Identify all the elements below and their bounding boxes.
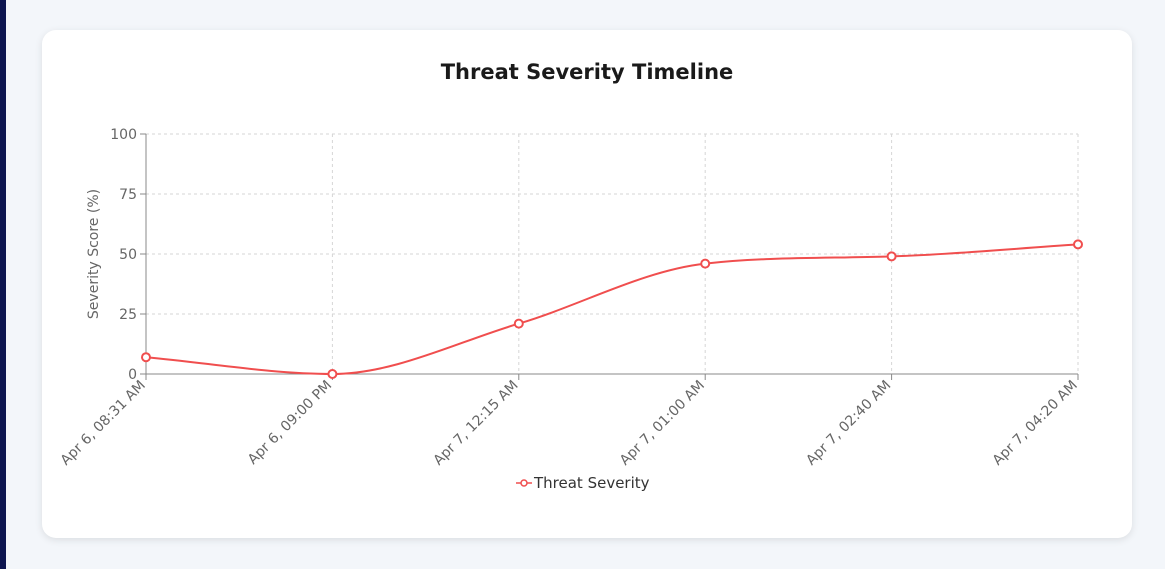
data-point[interactable] bbox=[513, 318, 524, 329]
x-tick-label: Apr 7, 02:40 AM bbox=[803, 378, 894, 469]
data-point[interactable] bbox=[141, 352, 151, 363]
x-tick-label: Apr 7, 04:20 AM bbox=[990, 378, 1081, 469]
chart-card: Threat Severity Timeline 0 25 50 75 100 Apr 6… bbox=[42, 30, 1132, 538]
y-tick-label: 100 bbox=[110, 127, 137, 143]
legend-line-marker-icon bbox=[516, 479, 532, 487]
data-point[interactable] bbox=[327, 369, 338, 379]
left-sidebar-edge bbox=[0, 0, 6, 569]
x-tick-label: Apr 7, 12:15 AM bbox=[430, 378, 521, 469]
y-tick-label: 75 bbox=[119, 187, 137, 203]
x-tick-label: Apr 7, 01:00 AM bbox=[617, 378, 708, 469]
x-tick-label: Apr 6, 09:00 PM bbox=[245, 378, 335, 468]
y-axis-label: Severity Score (%) bbox=[86, 189, 102, 319]
y-tick-label: 50 bbox=[119, 247, 137, 263]
chart-title: Threat Severity Timeline bbox=[440, 60, 734, 84]
data-point[interactable] bbox=[886, 251, 897, 262]
y-tick-label: 25 bbox=[119, 307, 137, 323]
severity-chart: 0 25 50 75 100 Apr 6, 08:31 AM Apr 6, 09:00 PM… bbox=[58, 127, 1083, 469]
legend-item-threat-severity[interactable]: Threat Severity bbox=[516, 474, 650, 492]
legend-label: Threat Severity bbox=[534, 474, 650, 492]
data-point[interactable] bbox=[1073, 239, 1083, 250]
data-point[interactable] bbox=[700, 258, 711, 269]
x-tick-label: Apr 6, 08:31 AM bbox=[58, 378, 149, 469]
y-tick-label: 0 bbox=[128, 367, 137, 383]
series-line-threat-severity bbox=[145, 243, 1079, 376]
